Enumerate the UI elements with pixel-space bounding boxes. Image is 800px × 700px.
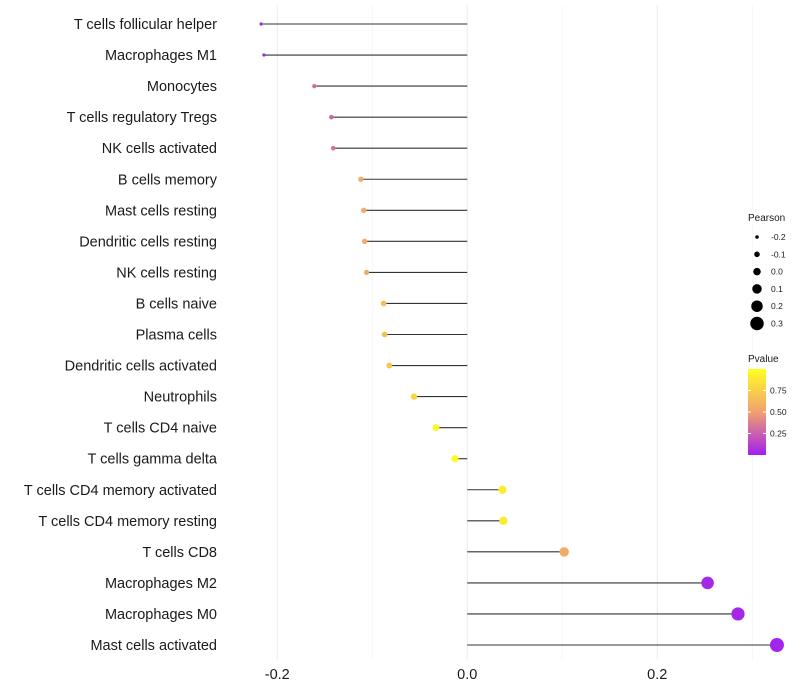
x-tick-label: 0.2 [647, 667, 667, 683]
data-point [329, 114, 334, 120]
data-point [358, 176, 364, 182]
category-label: T cells CD4 memory activated [24, 483, 217, 499]
data-point [451, 455, 459, 463]
category-label: Mast cells activated [90, 638, 217, 654]
data-point [262, 53, 266, 57]
legend-size-label: -0.1 [771, 249, 786, 259]
data-point [330, 145, 336, 151]
data-point [769, 638, 784, 652]
grid-lines [276, 5, 753, 660]
data-point [559, 547, 569, 557]
category-label: T cells CD8 [142, 545, 217, 561]
legend-color-label: 0.50 [770, 407, 787, 417]
data-point [432, 424, 440, 432]
legend-size-key [751, 300, 763, 312]
x-tick-label: 0.0 [457, 667, 477, 683]
legend-pvalue-title: Pvalue [748, 354, 779, 365]
legend-size-label: -0.2 [771, 232, 786, 242]
legend-color-bar [748, 369, 766, 455]
data-point [363, 269, 370, 276]
data-point [380, 300, 387, 307]
category-label: NK cells resting [116, 265, 217, 281]
category-label: Dendritic cells activated [65, 359, 217, 375]
legend-pearson-title: Pearson [748, 213, 785, 224]
legend-size-key [750, 316, 764, 331]
data-point [361, 207, 367, 213]
category-labels: T cells follicular helper Macrophages M1 M… [24, 17, 218, 654]
legend-size-key [753, 267, 761, 276]
legend-size-label: 0.0 [771, 267, 783, 277]
x-axis-ticks: -0.2 0.0 0.2 [265, 667, 668, 683]
legend-size-label: 0.3 [771, 319, 783, 329]
category-label: Macrophages M1 [105, 48, 217, 64]
data-point [386, 362, 393, 369]
data-point [410, 393, 418, 400]
data-point [498, 485, 507, 494]
legend-pvalue: Pvalue 0.75 0.50 0.25 [748, 354, 787, 455]
category-label: Monocytes [147, 79, 217, 95]
category-label: B cells naive [136, 296, 217, 312]
category-label: T cells CD4 memory resting [38, 514, 217, 530]
category-label: Macrophages M2 [105, 576, 217, 592]
data-point [312, 83, 317, 89]
category-label: T cells regulatory Tregs [67, 110, 217, 126]
data-point [731, 607, 745, 621]
category-label: Mast cells resting [105, 203, 217, 219]
data-point [259, 22, 263, 26]
category-label: Plasma cells [136, 328, 217, 344]
x-tick-label: -0.2 [265, 667, 290, 683]
category-label: NK cells activated [102, 141, 217, 157]
category-label: Neutrophils [144, 390, 217, 406]
category-label: T cells follicular helper [74, 17, 217, 33]
category-label: B cells memory [118, 172, 218, 188]
legend-size-label: 0.2 [771, 301, 783, 311]
data-point [701, 576, 714, 590]
data-point [499, 516, 508, 525]
category-label: T cells CD4 naive [104, 421, 217, 437]
data-point [381, 331, 388, 338]
points [259, 22, 784, 652]
legend-color-label: 0.25 [770, 429, 787, 439]
category-label: Dendritic cells resting [79, 234, 217, 250]
category-label: Macrophages M0 [105, 607, 217, 623]
legend-color-label: 0.75 [770, 386, 787, 396]
category-label: T cells gamma delta [88, 452, 218, 468]
data-point [361, 238, 368, 245]
legend-size-key [754, 251, 760, 258]
legend-pearson: Pearson -0.2 -0.1 0.0 0.1 0.2 0.3 [748, 213, 786, 331]
stems [261, 23, 777, 646]
legend-size-key [752, 284, 762, 294]
legend-size-key [755, 235, 759, 239]
legend-size-label: 0.1 [771, 284, 783, 294]
